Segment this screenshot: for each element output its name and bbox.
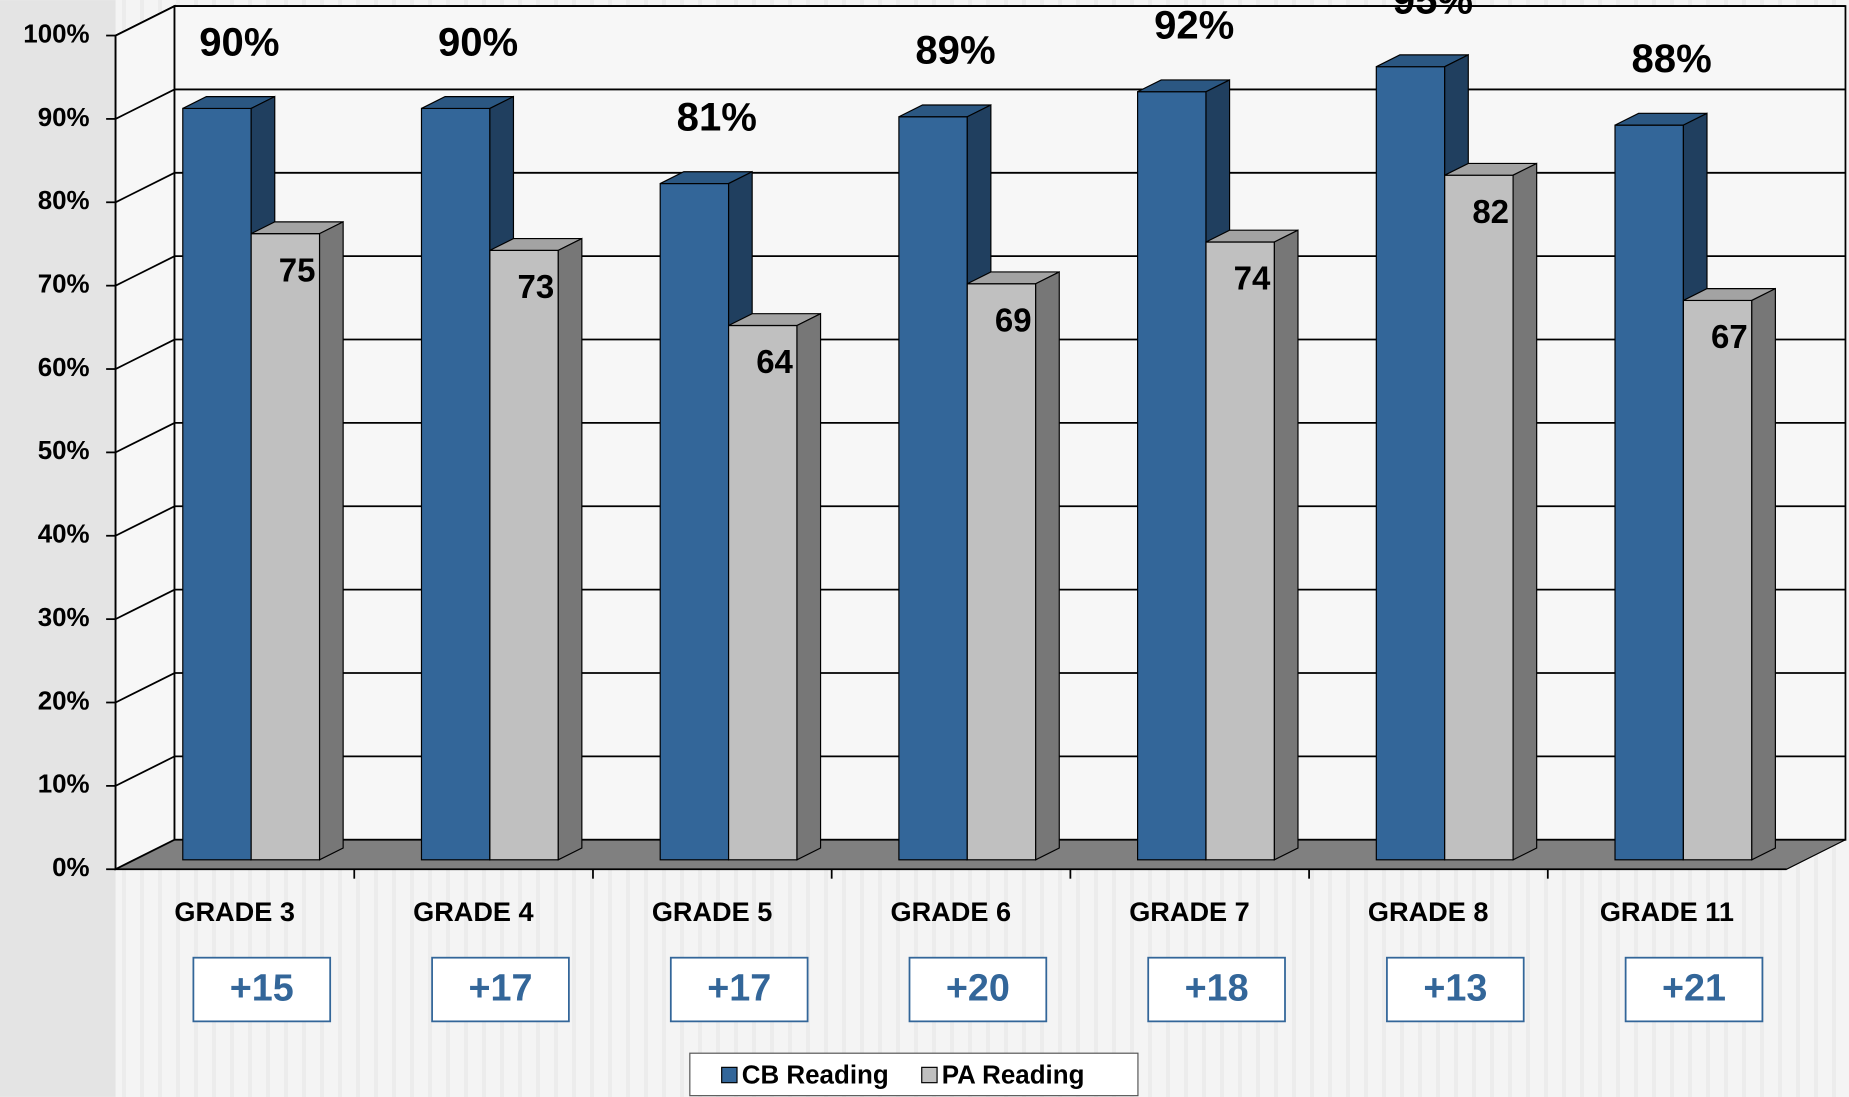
value-label: 89% bbox=[915, 29, 995, 73]
bar-front bbox=[1682, 299, 1753, 861]
bar-front bbox=[250, 233, 321, 861]
grid-line-side bbox=[115, 422, 175, 454]
y-tick-label: 90% bbox=[38, 104, 90, 132]
bar-front bbox=[1444, 174, 1514, 861]
annotation: +20 bbox=[946, 967, 1010, 1009]
legend-swatch bbox=[721, 1066, 738, 1084]
x-tick-label: GRADE 6 bbox=[891, 896, 1012, 927]
bar-front bbox=[966, 283, 1037, 861]
bar-side bbox=[1751, 287, 1776, 861]
x-tick-label: GRADE 5 bbox=[652, 896, 773, 927]
y-tick-label: 40% bbox=[38, 521, 90, 549]
x-tick-label: GRADE 8 bbox=[1368, 896, 1489, 927]
annotation-box bbox=[431, 956, 570, 1023]
bar-front bbox=[1375, 66, 1446, 861]
y-tick-label: 70% bbox=[38, 271, 90, 299]
y-tick-label: 80% bbox=[38, 187, 90, 215]
legend bbox=[689, 1052, 1139, 1097]
y-tick-label: 10% bbox=[38, 771, 90, 799]
legend-label: PA Reading bbox=[942, 1062, 1085, 1090]
grid-line-side bbox=[115, 88, 175, 120]
annotation: +15 bbox=[230, 967, 294, 1009]
bar-front bbox=[489, 249, 559, 861]
bar-front bbox=[182, 107, 252, 861]
bar-front bbox=[420, 107, 491, 861]
legend-label: CB Reading bbox=[742, 1062, 889, 1090]
annotation: +17 bbox=[468, 967, 532, 1009]
grid-line-side bbox=[115, 255, 175, 287]
bar-front bbox=[727, 324, 798, 861]
bar-front bbox=[1137, 91, 1207, 861]
bar-front bbox=[1205, 241, 1275, 861]
grid-line-side bbox=[115, 755, 175, 787]
bars bbox=[182, 53, 1776, 861]
bar-side bbox=[557, 237, 583, 861]
annotation: +17 bbox=[707, 967, 771, 1009]
grid-line-side bbox=[115, 338, 175, 370]
grid-line-side bbox=[115, 588, 175, 620]
bar-side bbox=[1512, 162, 1538, 861]
value-label: 81% bbox=[677, 95, 757, 139]
annotation: +18 bbox=[1185, 967, 1249, 1009]
legend-swatch bbox=[921, 1066, 938, 1084]
value-label: 90% bbox=[438, 20, 518, 64]
value-label: 82 bbox=[1472, 193, 1509, 230]
annotation-box bbox=[192, 956, 332, 1023]
value-label: 74 bbox=[1234, 260, 1271, 297]
y-tick-label: 50% bbox=[38, 437, 90, 465]
y-tick-label: 60% bbox=[38, 354, 90, 382]
bar-side bbox=[1273, 229, 1299, 861]
x-tick-label: GRADE 11 bbox=[1600, 896, 1734, 927]
annotation-box bbox=[1624, 956, 1764, 1023]
value-label: 95% bbox=[1393, 0, 1473, 23]
bar-side bbox=[318, 220, 344, 861]
bar-front bbox=[659, 182, 730, 861]
annotation-box bbox=[908, 956, 1048, 1023]
value-label: 88% bbox=[1632, 37, 1712, 81]
value-label: 67 bbox=[1711, 318, 1748, 355]
x-tick-label: GRADE 4 bbox=[413, 896, 534, 927]
value-label: 73 bbox=[518, 268, 555, 305]
annotation: +21 bbox=[1662, 967, 1726, 1009]
y-tick-label: 20% bbox=[38, 687, 90, 715]
x-tick-label: GRADE 7 bbox=[1129, 896, 1250, 927]
grid-line-side bbox=[115, 5, 175, 37]
value-label: 69 bbox=[995, 301, 1032, 338]
bar-front bbox=[1614, 124, 1684, 861]
annotation-box bbox=[669, 956, 809, 1023]
y-tick-label: 0% bbox=[52, 854, 89, 882]
grid-line-side bbox=[115, 672, 175, 704]
annotation-box bbox=[1147, 956, 1286, 1023]
x-tick-label: GRADE 3 bbox=[174, 896, 295, 927]
y-tick-label: 30% bbox=[38, 604, 90, 632]
value-label: 75 bbox=[279, 251, 316, 288]
annotation: +13 bbox=[1423, 967, 1487, 1009]
grid-line-side bbox=[115, 505, 175, 537]
value-label: 64 bbox=[756, 343, 793, 380]
value-label: 90% bbox=[199, 20, 279, 64]
grid-line-side bbox=[115, 172, 175, 204]
grid-line-side bbox=[115, 838, 175, 871]
left-band bbox=[0, 0, 116, 1097]
bar-side bbox=[1035, 270, 1060, 861]
labels: 0% 10% 20% 30% 40% 50% 60% 70% 80% 90% 100% 90% 75 GR… bbox=[23, 0, 1764, 1023]
bar-front bbox=[898, 116, 968, 861]
value-label: 92% bbox=[1154, 4, 1234, 48]
bar-side bbox=[796, 312, 822, 861]
y-tick-label: 100% bbox=[23, 20, 89, 48]
annotation-box bbox=[1386, 956, 1525, 1023]
